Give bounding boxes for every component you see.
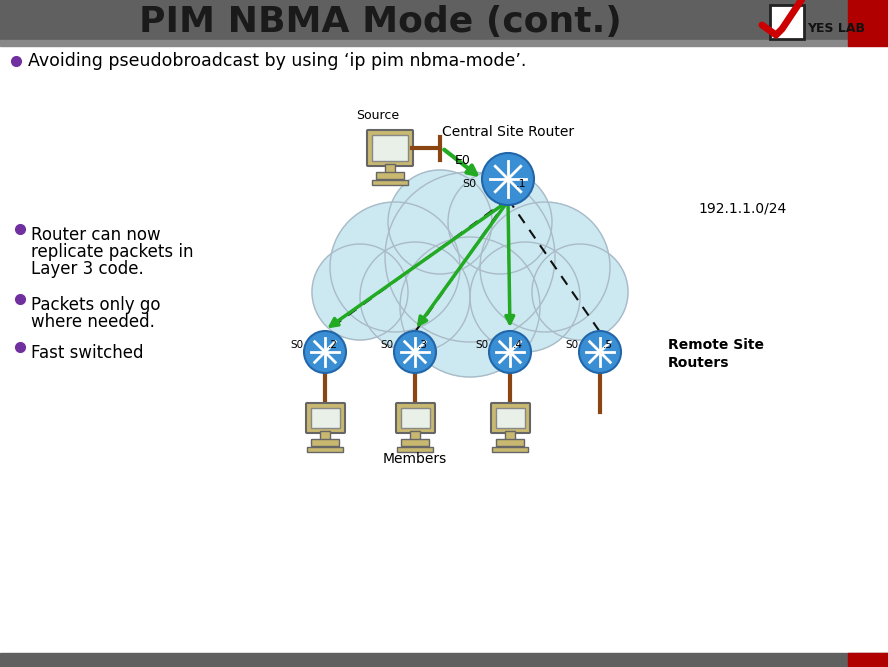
FancyBboxPatch shape (396, 403, 435, 433)
Text: .3: .3 (418, 340, 428, 350)
Circle shape (489, 331, 531, 373)
Bar (311, 408, 340, 428)
Text: S0: S0 (565, 340, 578, 350)
Circle shape (480, 202, 610, 332)
Text: E0: E0 (455, 154, 471, 167)
Text: Members: Members (383, 452, 448, 466)
Bar (0, 40, 848, 46)
Bar (372, 180, 408, 185)
Bar (492, 447, 528, 452)
Text: where needed.: where needed. (31, 313, 155, 331)
Circle shape (312, 244, 408, 340)
Text: Fast switched: Fast switched (31, 344, 144, 362)
FancyBboxPatch shape (491, 403, 530, 433)
Text: 192.1.1.0/24: 192.1.1.0/24 (698, 201, 786, 215)
Circle shape (330, 202, 460, 332)
Bar (410, 431, 420, 440)
Circle shape (482, 153, 534, 205)
Circle shape (385, 172, 555, 342)
Text: Central Site Router: Central Site Router (442, 125, 574, 139)
Circle shape (304, 331, 346, 373)
Text: Remote Site: Remote Site (668, 338, 764, 352)
Text: YES LAB: YES LAB (807, 22, 865, 35)
Bar (848, 40, 888, 46)
Text: .2: .2 (328, 340, 338, 350)
Bar (0, 0, 888, 40)
FancyBboxPatch shape (367, 130, 413, 166)
Text: PIM NBMA Mode (cont.): PIM NBMA Mode (cont.) (139, 5, 622, 39)
Text: S0: S0 (475, 340, 488, 350)
FancyBboxPatch shape (306, 403, 345, 433)
Text: Packets only go: Packets only go (31, 296, 161, 314)
Text: Avoiding pseudobroadcast by using ‘ip pim nbma-mode’.: Avoiding pseudobroadcast by using ‘ip pi… (28, 52, 527, 70)
Bar (401, 439, 429, 446)
Text: .5: .5 (603, 340, 613, 350)
Text: replicate packets in: replicate packets in (31, 243, 194, 261)
Text: Routers: Routers (668, 356, 730, 370)
Circle shape (579, 331, 621, 373)
Bar (385, 164, 395, 173)
Bar (311, 439, 339, 446)
Bar (496, 408, 525, 428)
Bar (0, 653, 888, 667)
Text: Layer 3 code.: Layer 3 code. (31, 260, 144, 278)
Bar (401, 408, 430, 428)
Text: .1: .1 (516, 179, 527, 189)
Circle shape (400, 237, 540, 377)
Bar (848, 653, 888, 667)
Bar (307, 447, 343, 452)
Bar (320, 431, 330, 440)
Bar (848, 0, 888, 40)
Bar (376, 172, 404, 179)
Circle shape (394, 331, 436, 373)
Bar (770, 5, 804, 39)
Text: S0: S0 (380, 340, 393, 350)
Bar (505, 431, 515, 440)
Circle shape (448, 170, 552, 274)
Text: S0: S0 (462, 179, 476, 189)
Bar (397, 447, 433, 452)
Text: Source: Source (356, 109, 400, 122)
Circle shape (532, 244, 628, 340)
Text: S0: S0 (289, 340, 303, 350)
Text: .4: .4 (513, 340, 523, 350)
Bar (372, 135, 408, 161)
Text: Router can now: Router can now (31, 226, 161, 244)
Circle shape (360, 242, 470, 352)
Bar (496, 439, 524, 446)
Circle shape (388, 170, 492, 274)
Circle shape (470, 242, 580, 352)
